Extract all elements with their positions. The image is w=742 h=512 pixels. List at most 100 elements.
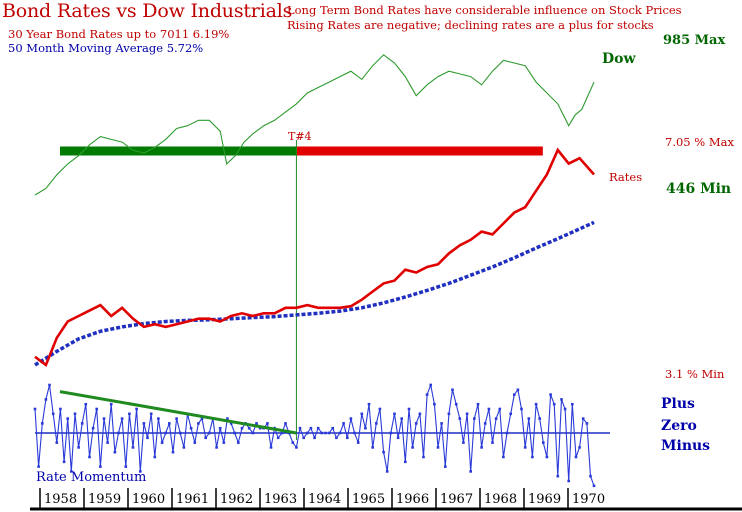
momentum-point (229, 422, 233, 425)
momentum-point (113, 450, 117, 454)
momentum-point (73, 412, 77, 416)
momentum-point (139, 470, 142, 473)
momentum-point (77, 446, 80, 449)
momentum-point (309, 426, 313, 430)
momentum-point (84, 402, 88, 406)
momentum-point (258, 426, 262, 430)
momentum-point (128, 412, 131, 416)
momentum-point (160, 441, 164, 444)
momentum-point (385, 470, 389, 473)
momentum-point (414, 422, 418, 425)
momentum-zero-label: Zero (661, 418, 697, 434)
momentum-point (208, 431, 211, 435)
momentum-point (338, 431, 342, 435)
momentum-point (364, 426, 367, 430)
momentum-point (552, 402, 556, 406)
momentum-point (513, 393, 516, 396)
momentum-point (95, 407, 98, 411)
momentum-point (295, 446, 298, 449)
momentum-point (120, 417, 124, 420)
momentum-point (237, 441, 240, 444)
momentum-point (542, 441, 545, 444)
momentum-point (425, 393, 429, 396)
momentum-point (226, 417, 229, 420)
momentum-point (266, 422, 269, 425)
momentum-point (197, 422, 200, 425)
momentum-point (393, 412, 396, 416)
momentum-point (251, 431, 255, 435)
momentum-point (276, 436, 280, 440)
momentum-point (480, 446, 483, 449)
dow-line (34, 54, 595, 196)
momentum-point (102, 417, 106, 420)
momentum-point (411, 446, 414, 449)
momentum-point (171, 450, 175, 454)
momentum-point (106, 441, 109, 444)
momentum-point (483, 422, 487, 425)
momentum-point (367, 402, 371, 406)
x-tick-label: 1967 (440, 492, 473, 507)
momentum-point (146, 436, 149, 440)
momentum-point (433, 402, 436, 406)
momentum-point (189, 426, 193, 430)
momentum-point (302, 436, 305, 440)
momentum-point (62, 460, 66, 464)
momentum-point (462, 441, 465, 444)
momentum-point (578, 446, 581, 449)
momentum-point (346, 436, 349, 440)
rates-subtitle: 30 Year Bond Rates up to 7011 6.19% (8, 27, 230, 41)
momentum-point (178, 431, 182, 435)
momentum-point (131, 446, 135, 449)
momentum-point (502, 455, 505, 459)
momentum-point (494, 417, 498, 420)
momentum-label: Rate Momentum (36, 470, 147, 485)
momentum-point (200, 417, 204, 420)
momentum-point (400, 417, 403, 420)
momentum-point (447, 412, 451, 416)
momentum-point (218, 426, 222, 430)
momentum-point (382, 450, 385, 454)
momentum-point (164, 431, 167, 435)
momentum-point (473, 417, 476, 420)
momentum-point (327, 431, 331, 435)
x-tick-label: 1963 (264, 492, 297, 507)
momentum-point (37, 465, 40, 468)
momentum-point (222, 441, 226, 444)
momentum-point (556, 474, 560, 478)
momentum-point (516, 388, 520, 392)
momentum-point (585, 422, 589, 425)
x-tick-label: 1959 (88, 492, 121, 507)
momentum-point (523, 446, 527, 449)
momentum-point (41, 422, 44, 425)
momentum-point (124, 465, 128, 468)
momentum-point (491, 441, 494, 444)
momentum-point (440, 422, 443, 425)
momentum-point (59, 407, 62, 411)
momentum-point (534, 402, 538, 406)
annotation-line-2: Rising Rates are negative; declining rat… (287, 18, 654, 32)
momentum-point (117, 431, 120, 435)
dow-max-label: 985 Max (663, 33, 726, 48)
momentum-point (498, 407, 502, 411)
momentum-point (560, 398, 563, 401)
x-tick-label: 1966 (396, 492, 429, 507)
rates-series-label: Rates (609, 170, 643, 184)
dow-min-label: 446 Min (666, 181, 732, 197)
momentum-point (356, 441, 360, 444)
momentum-point (175, 417, 178, 420)
momentum-point (255, 422, 258, 425)
momentum-point (306, 431, 309, 435)
momentum-point (247, 426, 251, 430)
momentum-point (233, 431, 236, 435)
momentum-point (371, 446, 374, 449)
momentum-point (444, 465, 447, 468)
rates-line (34, 147, 595, 368)
momentum-point (389, 431, 393, 435)
momentum-point (48, 383, 51, 387)
momentum-trendline (59, 390, 297, 435)
momentum-point (44, 398, 48, 401)
momentum-point (353, 431, 356, 435)
x-tick-label: 1965 (352, 492, 385, 507)
